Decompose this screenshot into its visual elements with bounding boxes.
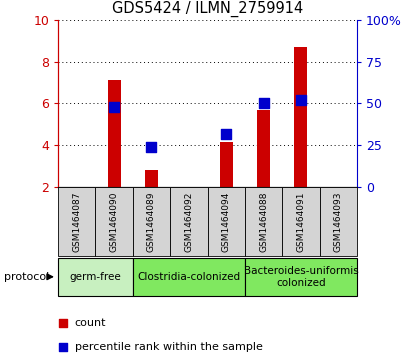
Text: GSM1464094: GSM1464094 — [222, 191, 231, 252]
Point — [223, 131, 229, 136]
Bar — [58, 187, 95, 256]
Text: Bacteroides-uniformis
colonized: Bacteroides-uniformis colonized — [244, 266, 358, 287]
Text: protocol: protocol — [4, 272, 49, 282]
Text: GSM1464087: GSM1464087 — [72, 191, 81, 252]
Point — [111, 104, 117, 110]
Point — [148, 144, 155, 150]
Bar — [245, 187, 282, 256]
Bar — [257, 110, 270, 187]
Text: GSM1464089: GSM1464089 — [147, 191, 156, 252]
Text: GSM1464090: GSM1464090 — [110, 191, 119, 252]
Bar — [208, 187, 245, 256]
Bar — [58, 258, 133, 296]
Bar — [320, 187, 357, 256]
Text: percentile rank within the sample: percentile rank within the sample — [75, 342, 262, 352]
Point — [59, 320, 66, 326]
Title: GDS5424 / ILMN_2759914: GDS5424 / ILMN_2759914 — [112, 1, 303, 17]
Text: count: count — [75, 318, 106, 328]
Text: GSM1464091: GSM1464091 — [296, 191, 305, 252]
Bar — [107, 81, 121, 187]
Bar — [133, 258, 245, 296]
Bar — [294, 47, 308, 187]
Point — [59, 344, 66, 350]
Bar — [220, 142, 233, 187]
Bar — [133, 187, 170, 256]
Point — [298, 97, 304, 103]
Text: GSM1464092: GSM1464092 — [184, 191, 193, 252]
Bar — [170, 187, 208, 256]
Text: germ-free: germ-free — [70, 272, 121, 282]
Point — [260, 101, 267, 106]
Bar — [282, 187, 320, 256]
Text: Clostridia-colonized: Clostridia-colonized — [137, 272, 240, 282]
Bar — [245, 258, 357, 296]
Bar — [145, 170, 158, 187]
Text: GSM1464093: GSM1464093 — [334, 191, 343, 252]
Text: GSM1464088: GSM1464088 — [259, 191, 268, 252]
Bar — [95, 187, 133, 256]
